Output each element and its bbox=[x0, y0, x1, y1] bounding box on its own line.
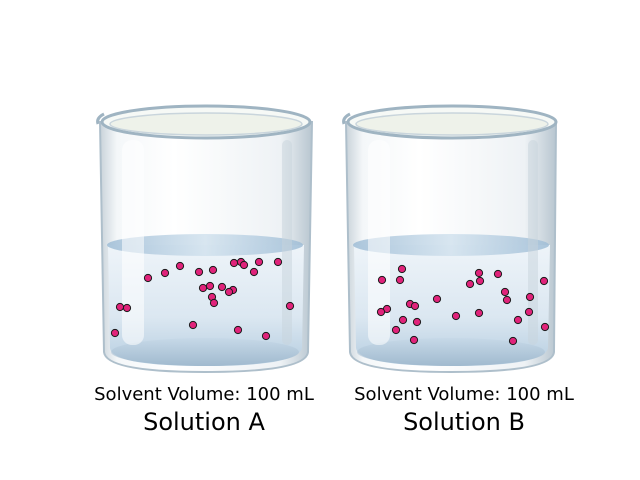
solute-particle bbox=[540, 322, 550, 332]
solute-particle bbox=[285, 301, 295, 311]
solute-particle bbox=[209, 298, 219, 308]
solute-particle bbox=[465, 279, 475, 289]
solute-particle bbox=[432, 294, 442, 304]
solute-particle bbox=[397, 264, 407, 274]
solute-particle bbox=[229, 258, 239, 268]
beaker-b bbox=[342, 104, 558, 374]
solution-a-particles bbox=[110, 257, 295, 341]
solute-particle bbox=[474, 308, 484, 318]
solution-a-volume-label: Solvent Volume: 100 mL bbox=[94, 384, 314, 405]
solute-particle bbox=[525, 292, 535, 302]
solute-particle bbox=[273, 257, 283, 267]
solution-b-particles bbox=[376, 264, 550, 346]
solute-particle bbox=[508, 336, 518, 346]
solution-b-volume-label: Solvent Volume: 100 mL bbox=[354, 384, 574, 405]
solute-particle bbox=[254, 257, 264, 267]
solute-particle bbox=[502, 295, 512, 305]
solute-particle bbox=[188, 320, 198, 330]
solute-particle bbox=[377, 275, 387, 285]
solute-particle bbox=[409, 335, 419, 345]
solute-particle bbox=[539, 276, 549, 286]
solute-particle bbox=[160, 268, 170, 278]
solute-particle bbox=[115, 302, 125, 312]
solute-particle bbox=[194, 267, 204, 277]
solute-particle bbox=[475, 276, 485, 286]
solute-particle bbox=[398, 315, 408, 325]
solute-particle bbox=[143, 273, 153, 283]
solute-particle bbox=[410, 301, 420, 311]
solute-particle bbox=[122, 303, 132, 313]
solute-particle bbox=[239, 260, 249, 270]
solute-particle bbox=[208, 265, 218, 275]
solute-particle bbox=[175, 261, 185, 271]
solute-particle bbox=[376, 307, 386, 317]
solute-particle bbox=[224, 287, 234, 297]
solution-b-name: Solution B bbox=[403, 408, 525, 436]
solute-particle bbox=[395, 275, 405, 285]
solute-particle bbox=[513, 315, 523, 325]
solute-particle bbox=[233, 325, 243, 335]
solute-particle bbox=[474, 268, 484, 278]
solute-particle bbox=[500, 287, 510, 297]
solute-particle bbox=[217, 282, 227, 292]
solute-particle bbox=[110, 328, 120, 338]
solute-particle bbox=[391, 325, 401, 335]
solution-a-name: Solution A bbox=[143, 408, 265, 436]
beaker-a bbox=[96, 104, 314, 374]
solute-particle bbox=[261, 331, 271, 341]
solute-particle bbox=[451, 311, 461, 321]
solute-particle bbox=[493, 269, 503, 279]
solute-particle bbox=[205, 281, 215, 291]
solute-particle bbox=[524, 307, 534, 317]
solute-particle bbox=[198, 283, 208, 293]
solute-particle bbox=[412, 317, 422, 327]
solute-particle bbox=[249, 267, 259, 277]
